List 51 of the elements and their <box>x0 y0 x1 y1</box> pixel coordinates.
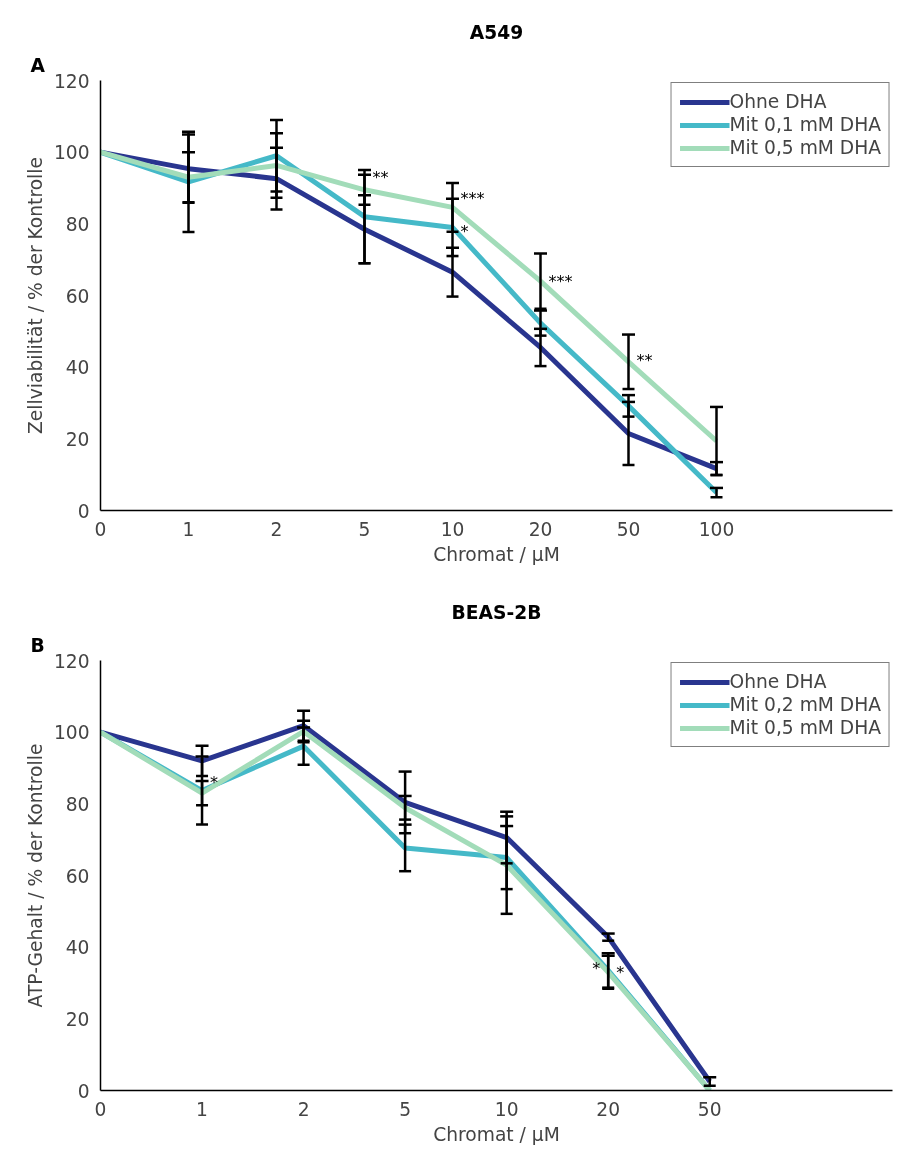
y-axis-title: Zellviabilität / % der Kontrolle <box>24 157 46 434</box>
x-axis-title: Chromat / µM <box>433 1123 560 1145</box>
y-tick-label: 40 <box>65 937 90 959</box>
x-tick-label: 0 <box>94 518 107 540</box>
annotation: * <box>592 959 601 979</box>
x-tick-label: 0 <box>94 1098 107 1120</box>
annotation: * <box>460 221 469 241</box>
y-tick-label: 0 <box>77 1080 90 1102</box>
x-tick-label: 50 <box>697 1098 722 1120</box>
chart-title: BEAS-2B <box>451 601 542 623</box>
annotation: * <box>616 962 625 982</box>
x-tick-label: 20 <box>528 518 553 540</box>
legend-label: Mit 0,1 mM DHA <box>729 114 881 135</box>
x-tick-label: 5 <box>358 518 371 540</box>
y-tick-label: 20 <box>65 1008 90 1030</box>
legend-label: Ohne DHA <box>729 671 827 692</box>
annotation: *** <box>548 271 573 291</box>
text: B <box>30 634 45 656</box>
annotation: *** <box>460 189 485 209</box>
x-tick-label: 2 <box>297 1098 310 1120</box>
legend-label: Mit 0,2 mM DHA <box>729 694 881 715</box>
legend-label: Mit 0,5 mM DHA <box>729 717 881 738</box>
x-tick-label: 20 <box>596 1098 621 1120</box>
chart-title: A549 <box>469 21 524 43</box>
y-tick-label: 40 <box>65 357 90 379</box>
y-axis-title: ATP-Gehalt / % der Kontrolle <box>24 743 46 1008</box>
y-tick-label: 120 <box>53 70 90 92</box>
annotation: ** <box>372 167 389 187</box>
y-tick-label: 100 <box>53 142 90 164</box>
x-tick-label: 2 <box>270 518 283 540</box>
x-tick-label: 5 <box>399 1098 412 1120</box>
legend-label: Ohne DHA <box>729 91 827 112</box>
annotation: * <box>210 772 219 792</box>
y-tick-label: 80 <box>65 793 90 815</box>
x-axis-title: Chromat / µM <box>433 543 560 565</box>
x-tick-label: 10 <box>494 1098 519 1120</box>
x-tick-label: 1 <box>196 1098 208 1120</box>
x-tick-label: 1 <box>182 518 195 540</box>
y-tick-label: 120 <box>53 650 90 672</box>
x-tick-label: 10 <box>440 518 465 540</box>
y-tick-label: 80 <box>65 213 90 235</box>
legend-label: Mit 0,5 mM DHA <box>729 137 881 158</box>
y-tick-label: 60 <box>65 865 90 887</box>
x-tick-label: 50 <box>616 518 641 540</box>
text: A <box>30 54 46 76</box>
y-tick-label: 60 <box>65 285 90 307</box>
annotation: ** <box>636 350 653 370</box>
y-tick-label: 20 <box>65 428 90 450</box>
y-tick-label: 100 <box>53 722 90 744</box>
y-tick-label: 0 <box>77 500 90 522</box>
x-tick-label: 100 <box>698 518 735 540</box>
